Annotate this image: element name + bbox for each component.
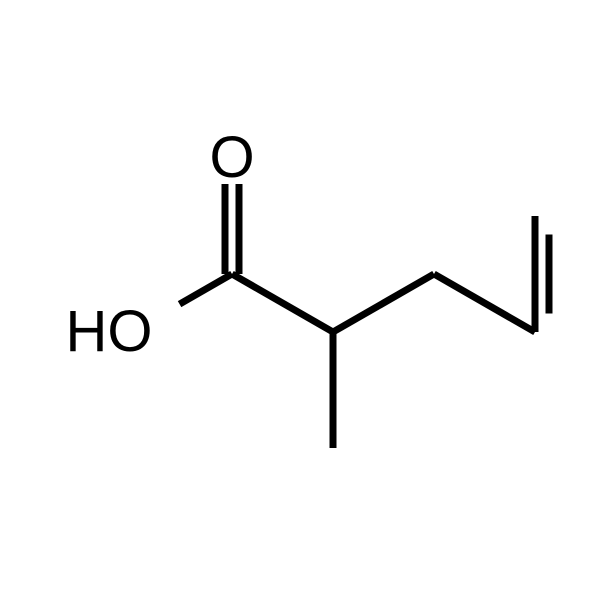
atom-label: O xyxy=(210,129,255,187)
canvas: O HO xyxy=(0,0,600,600)
atom-label: HO xyxy=(65,303,152,361)
